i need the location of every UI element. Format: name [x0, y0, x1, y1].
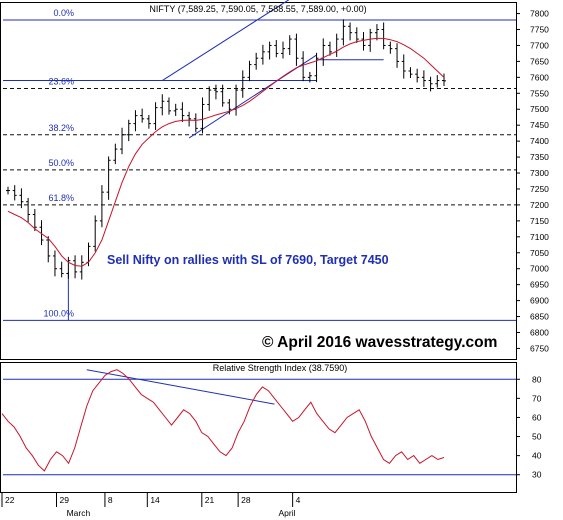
price-tick-label: 6950 — [530, 280, 549, 290]
chart-header: NIFTY (7,589.25, 7,590.05, 7,588.55, 7,5… — [149, 4, 366, 14]
price-tick-label: 7250 — [530, 184, 549, 194]
rsi-tick-label: 30 — [532, 470, 542, 480]
rsi-line — [1, 369, 445, 472]
rsi-tick-label: 40 — [532, 451, 542, 461]
moving-average-line — [7, 37, 445, 267]
date-tick-label: 21 — [205, 495, 215, 505]
price-tick-label: 6900 — [530, 296, 549, 306]
fib-label: 38.2% — [48, 123, 74, 133]
price-tick-label: 7400 — [530, 136, 549, 146]
price-tick-label: 7700 — [530, 40, 549, 50]
price-tick-label: 6800 — [530, 327, 549, 337]
price-tick-label: 7200 — [530, 200, 549, 210]
price-axis: 6750 6800 6850 6900 6950 7000 7050 7100 7150 7200… — [516, 9, 549, 353]
rsi-tick-label: 50 — [532, 432, 542, 442]
price-tick-label: 6850 — [530, 312, 549, 322]
rsi-tick-label: 60 — [532, 412, 542, 422]
price-tick-label: 7050 — [530, 248, 549, 258]
copyright-watermark: © April 2016 wavesstrategy.com — [262, 334, 497, 351]
date-tick-label: 14 — [150, 495, 160, 505]
rsi-plot-frame — [0, 362, 517, 493]
date-tick-label: 4 — [296, 495, 301, 505]
month-label: April — [279, 508, 296, 518]
fibonacci-levels: 0.0% 23.6% 38.2% 50.0% 61.8% 100.0% — [3, 8, 516, 321]
trend-channel — [67, 0, 317, 321]
trade-annotation: Sell Nifty on rallies with SL of 7690, T… — [107, 253, 389, 267]
price-tick-label: 7500 — [530, 104, 549, 114]
price-tick-label: 7650 — [530, 56, 549, 66]
fib-label: 50.0% — [48, 158, 74, 168]
price-tick-label: 7000 — [530, 264, 549, 274]
date-tick-label: 29 — [59, 495, 69, 505]
rsi-trendline — [86, 369, 275, 405]
price-tick-label: 7800 — [530, 9, 549, 19]
price-tick-label: 7750 — [530, 25, 549, 35]
price-tick-label: 7350 — [530, 152, 549, 162]
month-label: March — [67, 508, 91, 518]
rsi-reference-lines — [3, 369, 516, 476]
rsi-title: Relative Strength Index (38.7590) — [213, 363, 348, 373]
date-tick-label: 28 — [241, 495, 251, 505]
fib-label: 61.8% — [48, 193, 74, 203]
date-tick-label: 22 — [5, 495, 15, 505]
price-tick-label: 6750 — [530, 343, 549, 353]
fib-label: 23.6% — [48, 77, 74, 87]
price-tick-label: 7300 — [530, 168, 549, 178]
price-series — [6, 19, 446, 280]
price-tick-label: 7150 — [530, 216, 549, 226]
date-tick-label: 8 — [108, 495, 113, 505]
channel-line-upper — [162, 0, 290, 81]
rsi-tick-label: 70 — [532, 393, 542, 403]
main-plot-frame — [0, 2, 517, 360]
rsi-series — [1, 369, 445, 472]
price-tick-label: 7450 — [530, 120, 549, 130]
rsi-tick-label: 80 — [532, 374, 542, 384]
price-tick-label: 7550 — [530, 88, 549, 98]
rsi-axis: 30 40 50 60 70 80 — [516, 374, 542, 480]
fib-label: 0.0% — [53, 8, 74, 18]
fib-label: 100.0% — [43, 308, 74, 318]
price-tick-label: 7100 — [530, 232, 549, 242]
price-tick-label: 7600 — [530, 72, 549, 82]
date-axis: 22 29 8 14 21 28 4 March April — [1, 492, 301, 518]
moving-average — [7, 37, 445, 267]
